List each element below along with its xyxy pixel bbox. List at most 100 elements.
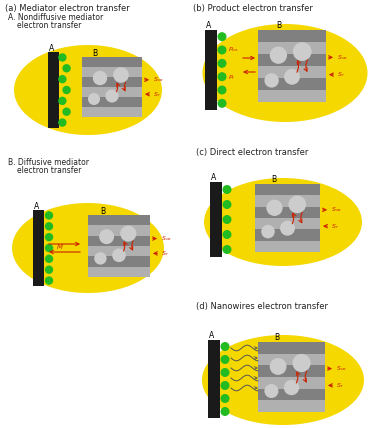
Bar	[255, 207, 320, 218]
Bar	[255, 184, 320, 252]
Text: A: A	[211, 173, 216, 182]
Bar	[88, 215, 150, 225]
Circle shape	[270, 358, 287, 375]
Circle shape	[218, 45, 227, 54]
Text: S$_{ox}$: S$_{ox}$	[153, 75, 164, 84]
Circle shape	[58, 119, 67, 127]
Text: S$_{ox}$: S$_{ox}$	[336, 364, 347, 373]
Bar	[255, 229, 320, 241]
Circle shape	[62, 86, 71, 94]
Circle shape	[284, 380, 299, 395]
Text: B: B	[274, 333, 279, 342]
Circle shape	[218, 32, 227, 41]
Text: S$_{r}$: S$_{r}$	[161, 249, 169, 258]
Text: A: A	[206, 21, 211, 30]
Circle shape	[58, 97, 67, 105]
Text: S$_{ox}$: S$_{ox}$	[331, 205, 342, 214]
Bar	[88, 215, 150, 277]
Circle shape	[222, 200, 231, 209]
Text: P$_{ox}$: P$_{ox}$	[228, 45, 239, 54]
Circle shape	[106, 89, 119, 103]
Circle shape	[218, 72, 227, 81]
Text: P$_{r}$: P$_{r}$	[228, 73, 236, 82]
Circle shape	[58, 53, 67, 62]
Bar	[258, 90, 326, 102]
Bar	[255, 218, 320, 229]
Text: (d) Nanowires electron transfer: (d) Nanowires electron transfer	[196, 302, 328, 311]
Circle shape	[120, 226, 136, 242]
Circle shape	[45, 244, 53, 252]
Bar	[88, 225, 150, 236]
Text: electron transfer: electron transfer	[17, 21, 81, 30]
Text: A: A	[34, 202, 39, 211]
Circle shape	[293, 42, 311, 61]
Text: M: M	[57, 244, 63, 250]
Bar	[82, 107, 142, 117]
Bar	[258, 78, 326, 90]
Ellipse shape	[202, 335, 364, 425]
Bar	[82, 57, 142, 67]
Circle shape	[113, 67, 129, 83]
Bar	[258, 54, 326, 66]
Bar	[48, 52, 59, 128]
Text: (a) Mediator electron transfer: (a) Mediator electron transfer	[5, 4, 130, 13]
Circle shape	[93, 71, 107, 85]
Bar	[33, 210, 44, 286]
Text: S$_{ox}$: S$_{ox}$	[337, 53, 348, 62]
Circle shape	[264, 384, 278, 398]
Bar	[258, 366, 325, 377]
Text: B: B	[100, 207, 105, 216]
Bar	[88, 246, 150, 256]
Text: B: B	[276, 21, 281, 30]
Circle shape	[218, 59, 227, 68]
Circle shape	[222, 245, 231, 254]
Bar	[258, 30, 326, 42]
Bar	[82, 57, 142, 117]
Circle shape	[99, 229, 114, 244]
Text: B. Diffusive mediator: B. Diffusive mediator	[8, 158, 89, 167]
Bar	[82, 97, 142, 107]
Text: A. Nondiffusive mediator: A. Nondiffusive mediator	[8, 13, 103, 22]
Text: (c) Direct electron transfer: (c) Direct electron transfer	[196, 148, 308, 157]
Text: B: B	[271, 175, 276, 184]
Ellipse shape	[204, 178, 362, 266]
Bar	[255, 241, 320, 252]
Circle shape	[62, 107, 71, 116]
Text: S$_{ox}$: S$_{ox}$	[161, 234, 172, 243]
Bar	[258, 400, 325, 412]
Text: A: A	[49, 44, 54, 53]
Bar	[258, 377, 325, 389]
Circle shape	[221, 394, 230, 403]
Ellipse shape	[202, 24, 368, 122]
Text: electron transfer: electron transfer	[17, 166, 81, 175]
Circle shape	[218, 86, 227, 95]
Circle shape	[222, 230, 231, 239]
Bar	[208, 340, 220, 418]
Bar	[258, 354, 325, 366]
Ellipse shape	[12, 203, 164, 293]
Circle shape	[293, 354, 311, 372]
Circle shape	[221, 381, 230, 390]
Text: S$_{r}$: S$_{r}$	[336, 381, 344, 390]
Bar	[88, 267, 150, 277]
Circle shape	[221, 355, 230, 364]
Circle shape	[112, 249, 126, 262]
Circle shape	[270, 47, 287, 64]
Circle shape	[58, 75, 67, 83]
Circle shape	[266, 199, 283, 216]
Circle shape	[45, 265, 53, 274]
Circle shape	[280, 221, 295, 236]
Bar	[258, 342, 325, 412]
Circle shape	[45, 211, 53, 220]
Text: (b) Product electron transfer: (b) Product electron transfer	[193, 4, 313, 13]
Circle shape	[261, 225, 275, 238]
Bar	[258, 342, 325, 354]
Circle shape	[45, 233, 53, 241]
Bar	[258, 30, 326, 102]
Circle shape	[45, 222, 53, 231]
Text: S$_{r}$: S$_{r}$	[337, 70, 345, 79]
Circle shape	[221, 407, 230, 416]
Text: B: B	[92, 49, 97, 58]
Text: A: A	[209, 331, 214, 340]
Circle shape	[221, 368, 230, 377]
